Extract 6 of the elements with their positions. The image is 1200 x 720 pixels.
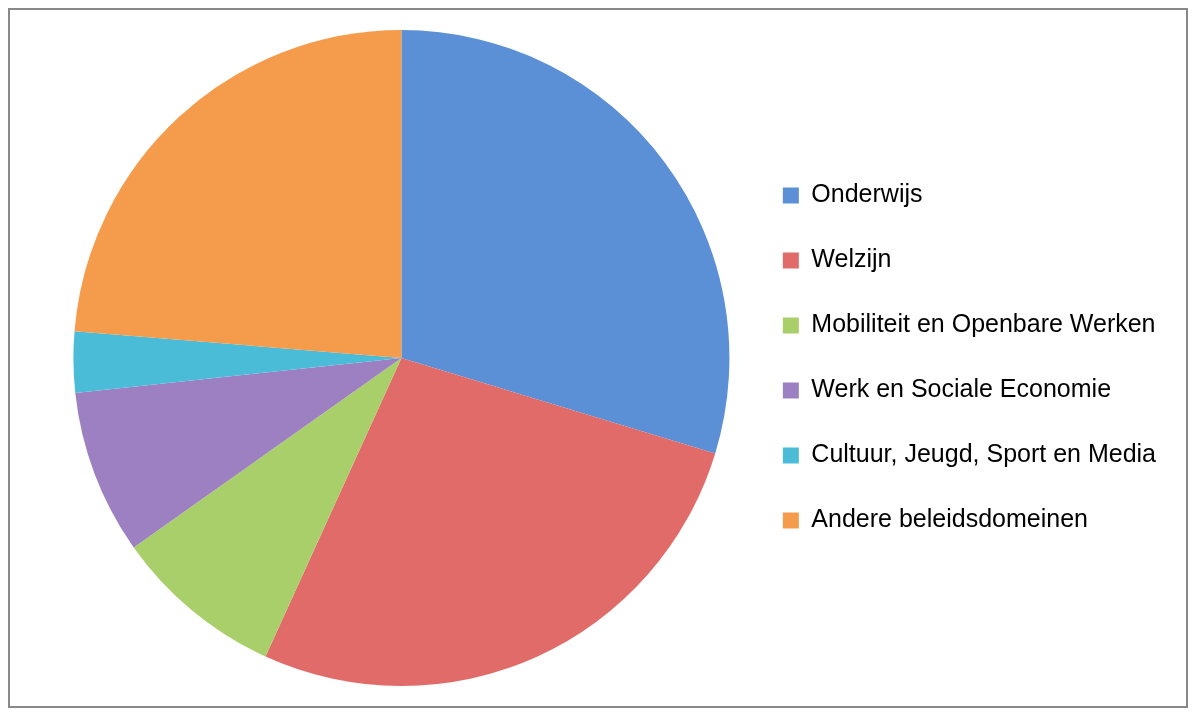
legend-label: Onderwijs	[811, 179, 923, 208]
legend-label: Andere beleidsdomeinen	[811, 504, 1088, 533]
legend-label: Mobiliteit en Openbare Werken	[811, 309, 1156, 338]
legend-label: Cultuur, Jeugd, Sport en Media	[811, 439, 1157, 468]
legend-label: Werk en Sociale Economie	[811, 374, 1112, 403]
legend-label: Welzijn	[811, 244, 892, 273]
